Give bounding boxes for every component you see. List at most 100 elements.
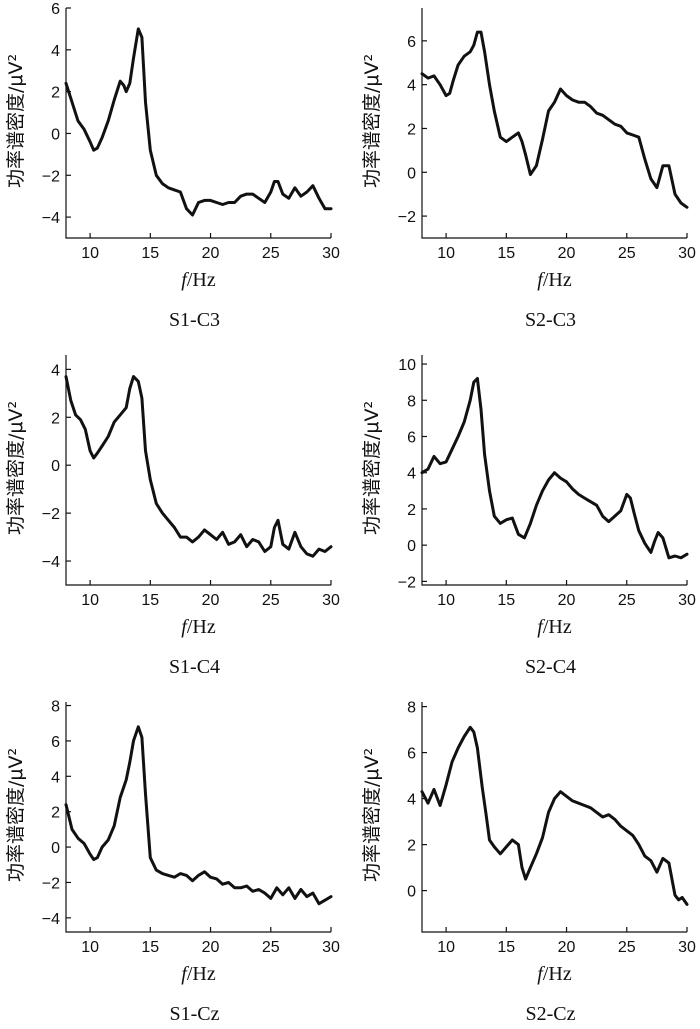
- x-tick-label: 25: [618, 939, 636, 956]
- chart-svg-s1-cz: 10 15 20 25 30 −4 −2 0 2 4 6 8 功率谱密度/μV² f/Hz S1-Cz: [5, 699, 340, 1025]
- y-tick-label: 6: [51, 1, 60, 18]
- chart-panel-s2-c3: 10 15 20 25 30 −2 0 2 4 6 功率谱密度/μV² f/Hz S2-C3: [350, 0, 700, 343]
- x-axis-label: f/Hz: [181, 963, 216, 985]
- x-axis-label: f/Hz: [181, 269, 216, 291]
- psd-series-line: [420, 377, 689, 560]
- x-tick-label: 30: [678, 592, 696, 609]
- x-tick-label: 20: [202, 939, 220, 956]
- y-tick-label: 4: [407, 466, 416, 483]
- chart-svg-s2-c4: 10 15 20 25 30 −2 0 2 4 6 8 10 功率谱密度/μV² f/Hz S2-C4: [361, 355, 696, 678]
- y-axis-label: 功率谱密度/μV²: [5, 54, 27, 188]
- y-tick-label: −4: [42, 911, 60, 928]
- y-tick-label: −2: [398, 574, 416, 591]
- x-tick-label: 15: [141, 245, 159, 262]
- y-tick-label: 4: [51, 769, 60, 786]
- x-tick-label: 15: [497, 245, 515, 262]
- axes-frame: [421, 355, 687, 586]
- x-tick-label: 15: [497, 939, 515, 956]
- y-tick-label: −2: [398, 209, 416, 226]
- y-tick-label: 0: [407, 538, 416, 555]
- x-tick-label: 30: [678, 939, 696, 956]
- axes-frame: [65, 702, 331, 933]
- x-tick-label: 15: [141, 939, 159, 956]
- y-axis-label: 功率谱密度/μV²: [361, 401, 383, 535]
- y-tick-label: 8: [51, 699, 60, 716]
- chart-caption: S1-Cz: [170, 1003, 220, 1025]
- x-tick-label: 10: [437, 939, 455, 956]
- chart-svg-s2-c3: 10 15 20 25 30 −2 0 2 4 6 功率谱密度/μV² f/Hz S2-C3: [361, 8, 696, 331]
- x-tick-label: 25: [618, 245, 636, 262]
- y-tick-label: 2: [407, 121, 416, 138]
- x-tick-label: 20: [558, 245, 576, 262]
- x-tick-label: 20: [558, 592, 576, 609]
- x-axis-label: f/Hz: [537, 616, 572, 638]
- x-tick-label: 15: [141, 592, 159, 609]
- y-axis-label: 功率谱密度/μV²: [5, 401, 27, 535]
- x-tick-label: 10: [437, 592, 455, 609]
- x-tick-label: 25: [618, 592, 636, 609]
- chart-panel-s2-cz: 10 15 20 25 30 0 2 4 6 8 功率谱密度/μV² f/Hz S2-Cz: [350, 686, 700, 1029]
- y-tick-label: −2: [42, 168, 60, 185]
- y-tick-label: 4: [407, 78, 416, 95]
- y-tick-label: −2: [42, 506, 60, 523]
- psd-series-line: [64, 27, 333, 217]
- y-tick-label: −4: [42, 210, 60, 227]
- chart-panel-s2-c4: 10 15 20 25 30 −2 0 2 4 6 8 10 功率谱密度/μV² f/Hz S2-C4: [350, 343, 700, 686]
- y-tick-label: 0: [407, 884, 416, 901]
- x-tick-label: 20: [558, 939, 576, 956]
- y-tick-label: 8: [407, 700, 416, 717]
- x-tick-label: 25: [262, 245, 280, 262]
- chart-svg-s1-c4: 10 15 20 25 30 −4 −2 0 2 4 功率谱密度/μV² f/Hz S1-C4: [5, 355, 340, 678]
- y-tick-label: 0: [51, 458, 60, 475]
- y-tick-label: 8: [407, 393, 416, 410]
- chart-svg-s2-cz: 10 15 20 25 30 0 2 4 6 8 功率谱密度/μV² f/Hz S2-Cz: [361, 700, 696, 1025]
- y-tick-label: 6: [407, 429, 416, 446]
- y-tick-label: 4: [51, 43, 60, 60]
- y-tick-label: 2: [407, 502, 416, 519]
- y-tick-label: 6: [407, 746, 416, 763]
- x-tick-label: 10: [81, 592, 99, 609]
- x-tick-label: 15: [497, 592, 515, 609]
- x-tick-label: 10: [81, 939, 99, 956]
- y-tick-label: 6: [51, 734, 60, 751]
- x-tick-label: 25: [262, 592, 280, 609]
- x-tick-label: 20: [202, 592, 220, 609]
- psd-series-line: [420, 30, 689, 209]
- axes-frame: [65, 355, 331, 586]
- chart-caption: S2-Cz: [526, 1003, 576, 1025]
- x-axis-label: f/Hz: [181, 616, 216, 638]
- chart-panel-s1-c3: 10 15 20 25 30 −4 −2 0 2 4 6 功率谱密度/μV² f/Hz S1-C3: [0, 0, 350, 343]
- y-tick-label: 0: [51, 840, 60, 857]
- chart-caption: S2-C3: [525, 309, 576, 331]
- x-tick-label: 20: [202, 245, 220, 262]
- y-tick-label: 2: [51, 410, 60, 427]
- chart-caption: S2-C4: [525, 656, 576, 678]
- chart-caption: S1-C4: [169, 656, 220, 678]
- chart-svg-s1-c3: 10 15 20 25 30 −4 −2 0 2 4 6 功率谱密度/μV² f/Hz S1-C3: [5, 1, 340, 331]
- x-tick-label: 30: [322, 245, 340, 262]
- y-tick-label: 0: [51, 126, 60, 143]
- psd-series-line: [420, 725, 689, 906]
- chart-panel-s1-c4: 10 15 20 25 30 −4 −2 0 2 4 功率谱密度/μV² f/Hz S1-C4: [0, 343, 350, 686]
- x-tick-label: 25: [262, 939, 280, 956]
- psd-series-line: [64, 725, 333, 906]
- y-tick-label: 4: [51, 362, 60, 379]
- x-axis-label: f/Hz: [537, 963, 572, 985]
- x-tick-label: 10: [81, 245, 99, 262]
- y-tick-label: 4: [407, 792, 416, 809]
- y-tick-label: −2: [42, 875, 60, 892]
- x-tick-label: 30: [322, 939, 340, 956]
- y-tick-label: −4: [42, 554, 60, 571]
- y-axis-label: 功率谱密度/μV²: [361, 54, 383, 188]
- y-tick-label: 0: [407, 165, 416, 182]
- x-axis-label: f/Hz: [537, 269, 572, 291]
- x-tick-label: 30: [678, 245, 696, 262]
- x-tick-label: 30: [322, 592, 340, 609]
- chart-panel-s1-cz: 10 15 20 25 30 −4 −2 0 2 4 6 8 功率谱密度/μV² f/Hz S1-Cz: [0, 686, 350, 1029]
- axes-frame: [421, 702, 687, 933]
- y-tick-label: 2: [51, 85, 60, 102]
- chart-caption: S1-C3: [169, 309, 220, 331]
- y-tick-label: 6: [407, 34, 416, 51]
- y-axis-label: 功率谱密度/μV²: [5, 748, 27, 882]
- y-axis-label: 功率谱密度/μV²: [361, 748, 383, 882]
